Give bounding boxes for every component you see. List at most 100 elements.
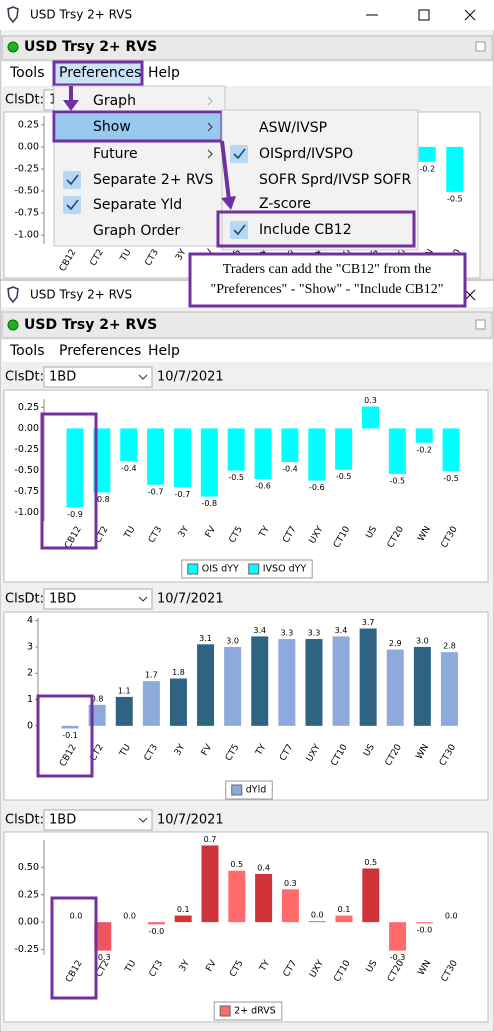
bar (120, 428, 138, 462)
y-tick-label: 2 (27, 668, 33, 679)
value-label: 3.0 (416, 636, 429, 645)
combo-arrow (138, 374, 148, 380)
bar (388, 428, 406, 474)
maximize[interactable] (418, 9, 430, 21)
y-tick-label: -0.75 (14, 208, 39, 219)
menu-item[interactable]: Future (93, 146, 138, 162)
app-icon (7, 286, 19, 304)
legend-swatch (219, 1005, 231, 1017)
arrow-head (63, 100, 79, 111)
legend-swatch (231, 784, 243, 796)
date-label: ClsDt: (5, 813, 44, 828)
bar (227, 428, 245, 471)
close[interactable] (464, 9, 476, 21)
y-tick-label: -1.00 (14, 230, 39, 241)
period: 1BD (49, 370, 76, 385)
menu-item[interactable]: Preferences (59, 65, 141, 81)
period-combo[interactable] (43, 809, 153, 831)
value-label: 1.8 (172, 668, 185, 677)
menu-item[interactable]: Z-score (259, 196, 311, 212)
bar (440, 652, 458, 726)
panel-button[interactable] (475, 319, 486, 330)
menu-item[interactable]: Graph Order (93, 223, 180, 239)
value-label: 0.7 (204, 835, 217, 844)
period-combo[interactable] (43, 366, 153, 388)
check-mark (233, 148, 246, 160)
value-label: 0.0 (311, 911, 324, 920)
value-label: 1.1 (118, 686, 131, 695)
callout-text: Traders can add the "CB12" from the (223, 262, 431, 277)
menu-item[interactable]: Tools (9, 65, 45, 81)
value-label: 0.4 (257, 863, 270, 872)
combo-arrow (138, 817, 148, 823)
chart-panel (3, 389, 489, 583)
check-bg (230, 145, 248, 163)
value-label: -0.5 (336, 472, 352, 481)
panel-title: USD Trsy 2+ RVS (24, 317, 157, 333)
status-dot (7, 319, 19, 331)
menu-item[interactable]: Graph (93, 93, 136, 109)
value-label: -0.4 (282, 465, 298, 474)
y-tick-label: 0.00 (18, 917, 39, 928)
value-label: 0.1 (177, 905, 190, 914)
menu-item[interactable]: Preferences (59, 343, 141, 359)
check-mark (66, 199, 79, 211)
bar (278, 639, 296, 726)
value-label: 0.0 (123, 912, 136, 921)
value-label: 0.0 (70, 912, 83, 921)
menu-item[interactable]: SOFR Sprd/IVSP SOFR (259, 172, 411, 188)
y-tick-label: 3 (27, 641, 33, 652)
bar (200, 428, 218, 497)
bar (359, 628, 377, 726)
value-label: -0.8 (202, 499, 218, 508)
submenu-items: ASW/IVSP OISprd/IVSPO SOFR Sprd/IVSP SOFR Z… (230, 120, 411, 239)
combo-arrow (138, 596, 148, 602)
menu-item[interactable]: Help (148, 65, 180, 81)
menu-item[interactable]: Help (148, 343, 180, 359)
menu-item[interactable]: Separate Yld (93, 197, 182, 213)
chart-panel (3, 611, 489, 801)
bar (251, 636, 269, 726)
menu-bar (2, 340, 492, 362)
menu-item[interactable]: Separate 2+ RVS (93, 172, 213, 188)
menu-item[interactable]: ASW/IVSP (259, 120, 327, 136)
panel-button[interactable] (475, 41, 486, 52)
value-label: 0.3 (284, 879, 297, 888)
charts: 0.250.00-0.25-0.50-0.75-1.00 -0.9CB12-0.8… (3, 389, 489, 1023)
menus: Graph Show Future Separate 2+ RVS Separate Y… (52, 85, 419, 251)
y-tick-label: -0.50 (14, 186, 39, 197)
bar (308, 428, 326, 481)
bar (281, 428, 299, 463)
arrow (220, 140, 231, 201)
menu-item[interactable]: Tools (9, 343, 45, 359)
period-combo[interactable] (43, 588, 153, 610)
bar (61, 725, 79, 729)
legend: 2+ dRVS (213, 1001, 283, 1021)
submenu-arrow (207, 96, 213, 106)
menu-highlight (52, 60, 144, 87)
window-title: USD Trsy 2+ RVS (30, 8, 132, 22)
menu-item[interactable]: OISprd/IVSPO (259, 146, 353, 162)
bar (335, 915, 353, 923)
y-tick-label: 0 (27, 720, 33, 731)
bar (228, 870, 246, 923)
app-icon (7, 6, 19, 24)
date: 10/7/2021 (157, 592, 224, 607)
value-label: -0.7 (148, 487, 164, 496)
bar (418, 146, 436, 162)
period: 1BD (49, 592, 76, 607)
bar (174, 915, 192, 923)
menu-item[interactable]: Show (93, 119, 131, 135)
close[interactable] (464, 289, 476, 301)
highlight-box (50, 896, 98, 1000)
check-bg (230, 221, 248, 239)
submenu (221, 109, 419, 251)
bar (308, 921, 326, 923)
menu-item[interactable]: Include CB12 (259, 222, 352, 238)
bar (415, 428, 433, 443)
value-label: 0.3 (364, 396, 377, 405)
bar (255, 873, 273, 923)
bar (281, 889, 299, 923)
value-label: 3.7 (362, 618, 375, 627)
